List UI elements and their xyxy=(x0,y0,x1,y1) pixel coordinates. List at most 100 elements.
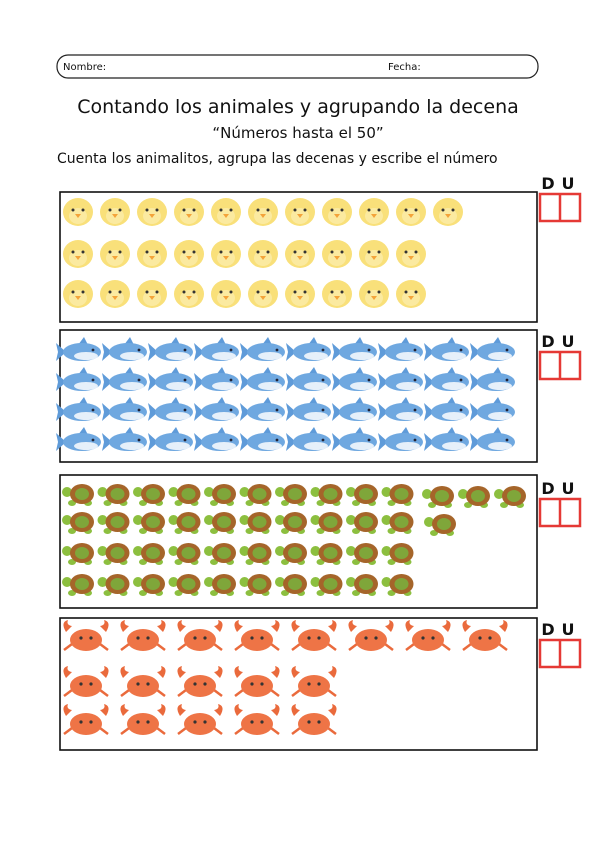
crab-claw xyxy=(271,666,280,678)
crab-claw xyxy=(214,620,223,632)
crab-claw xyxy=(405,620,414,632)
animal-icon xyxy=(56,427,101,451)
turtle-shell-pattern xyxy=(217,516,231,528)
turtle-shell-pattern xyxy=(110,578,125,590)
crab-claw xyxy=(177,704,186,716)
beak xyxy=(408,214,414,218)
eye xyxy=(317,636,321,640)
eye xyxy=(340,208,344,212)
turtle-head xyxy=(346,487,356,497)
crab-leg xyxy=(120,689,130,697)
turtle-head xyxy=(381,546,392,556)
turtle-head xyxy=(239,577,250,587)
animal-icon xyxy=(240,427,285,451)
crab-leg xyxy=(213,689,223,697)
animal-icon xyxy=(346,484,378,506)
eye xyxy=(256,208,260,212)
animal-icon xyxy=(168,543,201,565)
shark-belly xyxy=(120,352,144,360)
eye xyxy=(79,636,83,640)
shark-belly xyxy=(488,442,512,450)
beak xyxy=(408,296,414,300)
animal-icon xyxy=(291,704,337,735)
shark-tail xyxy=(194,403,204,421)
turtle-leg xyxy=(387,590,396,596)
animal-panel xyxy=(59,191,538,323)
eye xyxy=(459,378,463,382)
crab-body xyxy=(298,629,330,651)
crab-leg xyxy=(177,643,187,651)
turtle-head xyxy=(346,546,356,556)
animal-icon xyxy=(248,280,278,308)
crab-claw xyxy=(120,666,129,678)
shark-tail xyxy=(286,343,296,361)
turtle-shell-pattern xyxy=(359,516,373,528)
animal-icon xyxy=(378,397,423,421)
animal-icon xyxy=(102,367,147,391)
shark-tail xyxy=(470,373,480,391)
shark-fin xyxy=(400,397,410,405)
crab-leg xyxy=(120,643,130,651)
shark-fin xyxy=(124,427,134,435)
shark-tail xyxy=(424,433,434,451)
animal-icon xyxy=(396,198,426,226)
shark-belly xyxy=(74,382,98,390)
eye xyxy=(367,348,371,352)
eye xyxy=(303,208,307,212)
shark-fin xyxy=(262,397,272,405)
eye xyxy=(293,250,297,254)
shark-fin xyxy=(400,367,410,375)
turtle-shell-pattern xyxy=(146,578,160,590)
animal-icon xyxy=(310,512,343,534)
animal-icon xyxy=(239,543,272,565)
shark-fin xyxy=(216,427,226,435)
animal-icon xyxy=(63,240,93,268)
animal-icon xyxy=(100,280,130,308)
units-label: U xyxy=(562,174,575,193)
animal-icon xyxy=(248,198,278,226)
shark-fin xyxy=(262,367,272,375)
beak xyxy=(334,214,340,218)
eye xyxy=(79,720,83,724)
shark-belly xyxy=(212,412,236,420)
animal-icon xyxy=(348,620,394,651)
shark-tail xyxy=(240,373,250,391)
animal-icon xyxy=(424,337,469,361)
animal-icon xyxy=(310,574,343,596)
animal-icon xyxy=(470,337,515,361)
crab-claw xyxy=(177,620,186,632)
animal-icon xyxy=(137,240,167,268)
eye xyxy=(81,208,85,212)
crab-body xyxy=(241,675,273,697)
animal-icon xyxy=(396,280,426,308)
eye xyxy=(266,290,270,294)
beak xyxy=(297,296,303,300)
beak xyxy=(297,214,303,218)
animal-icon xyxy=(168,574,201,596)
eye xyxy=(459,348,463,352)
eye xyxy=(192,208,196,212)
shark-belly xyxy=(120,412,144,420)
crab-leg xyxy=(327,643,337,651)
animal-icon xyxy=(240,397,285,421)
eye xyxy=(89,636,93,640)
animal-panel xyxy=(59,474,538,609)
eye xyxy=(260,636,264,640)
crab-leg xyxy=(462,643,472,651)
shark-belly xyxy=(120,442,144,450)
eye xyxy=(293,290,297,294)
crab-claw xyxy=(120,704,129,716)
turtle-leg xyxy=(316,500,325,506)
shark-belly xyxy=(304,412,328,420)
turtle-shell-pattern xyxy=(110,516,125,528)
eye xyxy=(414,250,418,254)
animal-icon xyxy=(462,620,508,651)
turtle-head xyxy=(168,515,179,525)
shark-tail xyxy=(102,433,112,451)
shark-fin xyxy=(492,427,502,435)
shark-fin xyxy=(78,337,88,345)
shark-fin xyxy=(170,397,180,405)
crab-leg xyxy=(99,643,109,651)
animal-icon xyxy=(422,486,454,508)
animal-icon xyxy=(378,337,423,361)
